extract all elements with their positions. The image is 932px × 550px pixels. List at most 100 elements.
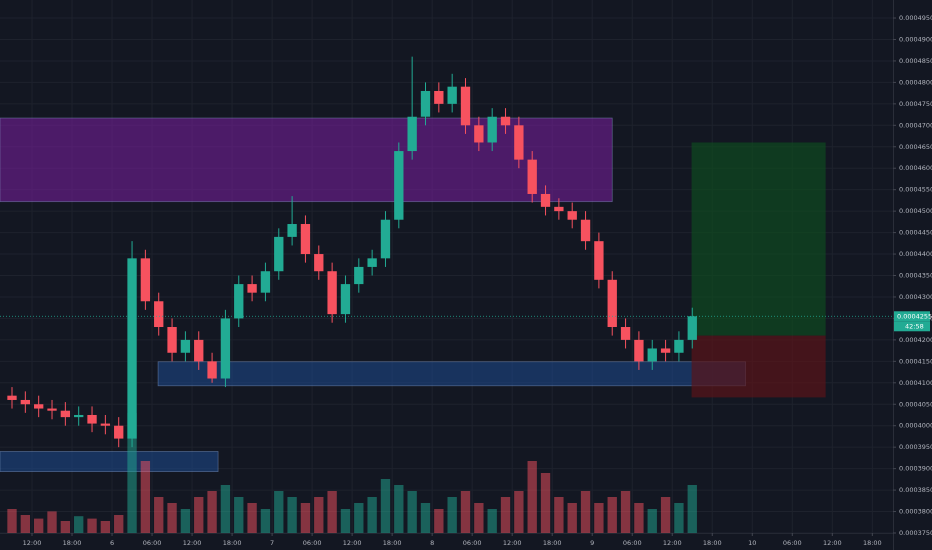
last-price-label: 0.0004255 <box>897 312 932 320</box>
volume-bar <box>7 509 17 533</box>
volume-bar <box>274 491 284 533</box>
candle-body <box>100 423 111 426</box>
volume-bar <box>474 503 484 533</box>
volume-bar <box>60 521 71 533</box>
x-tick-label: 06:00 <box>783 539 802 547</box>
last-price-box <box>894 311 930 322</box>
volume-bar <box>180 509 191 533</box>
candle-body <box>380 219 391 259</box>
x-tick-label: 06:00 <box>303 539 322 547</box>
volume-bar <box>527 461 537 533</box>
y-tick-label: 0.0004450 <box>899 229 932 237</box>
candle-body <box>647 348 657 362</box>
candle-body <box>207 361 217 379</box>
volume-bar <box>594 503 604 533</box>
volume-bar <box>674 503 684 533</box>
candle-body <box>447 86 457 104</box>
candle-body <box>60 410 71 418</box>
volume-bar <box>420 503 431 533</box>
x-tick-label: 06:00 <box>623 539 642 547</box>
volume-bar <box>500 497 511 533</box>
volume-bar <box>327 491 337 533</box>
volume-bar <box>460 491 471 533</box>
candle-body <box>127 258 137 439</box>
volume-bar <box>194 497 204 533</box>
volume-bar <box>287 497 297 533</box>
volume-bar <box>220 485 231 533</box>
y-tick-label: 0.0004050 <box>899 400 932 408</box>
y-tick-label: 0.0004500 <box>899 207 932 215</box>
volume-bar <box>647 509 657 533</box>
candle-body <box>140 258 151 302</box>
candle-body <box>407 116 417 152</box>
candle-body <box>47 408 57 411</box>
y-tick-label: 0.0004750 <box>899 100 932 108</box>
volume-bar <box>247 503 257 533</box>
y-tick-label: 0.0004100 <box>899 379 932 387</box>
candle-body <box>114 425 124 439</box>
y-tick-label: 0.0004700 <box>899 121 932 129</box>
countdown-box <box>894 321 930 332</box>
y-tick-label: 0.0003850 <box>899 486 932 494</box>
volume-bar <box>687 485 697 533</box>
candle-body <box>500 116 511 126</box>
candle-body <box>314 254 324 272</box>
candle-body <box>394 151 404 220</box>
y-tick-label: 0.0004650 <box>899 143 932 151</box>
candle-body <box>20 399 31 405</box>
x-tick-label: 12:00 <box>23 539 42 547</box>
candle-body <box>287 224 297 237</box>
candle-body <box>7 395 17 400</box>
candle-body <box>687 316 697 340</box>
volume-bar <box>407 491 417 533</box>
y-tick-label: 0.0004850 <box>899 57 932 65</box>
x-tick-label: 7 <box>270 539 274 547</box>
zone <box>691 142 826 336</box>
volume-bar <box>514 491 524 533</box>
countdown-label: 42:58 <box>905 322 924 330</box>
x-tick-label: 18:00 <box>863 539 882 547</box>
candle-body <box>434 90 444 104</box>
x-tick-label: 9 <box>590 539 594 547</box>
zone <box>0 117 613 203</box>
y-tick-label: 0.0004300 <box>899 293 932 301</box>
x-tick-label: 18:00 <box>223 539 242 547</box>
candle-body <box>634 339 644 362</box>
y-tick-label: 0.0004550 <box>899 186 932 194</box>
zone <box>0 451 219 472</box>
volume-bar <box>620 491 631 533</box>
y-tick-label: 0.0004150 <box>899 357 932 365</box>
x-tick-label: 12:00 <box>663 539 682 547</box>
volume-bar <box>380 479 391 533</box>
x-tick-label: 18:00 <box>63 539 82 547</box>
candle-body <box>567 211 577 220</box>
y-tick-label: 0.0003950 <box>899 443 932 451</box>
x-tick-label: 18:00 <box>543 539 562 547</box>
candle-body <box>367 258 377 267</box>
x-tick-label: 06:00 <box>143 539 162 547</box>
y-tick-label: 0.0004400 <box>899 250 932 258</box>
x-tick-label: 18:00 <box>703 539 722 547</box>
candle-body <box>540 193 551 207</box>
volume-bar <box>660 497 671 533</box>
y-tick-label: 0.0004200 <box>899 336 932 344</box>
candle-body <box>260 271 271 293</box>
candle-body <box>460 86 471 126</box>
volume-bar <box>207 491 217 533</box>
y-tick-label: 0.0004950 <box>899 14 932 22</box>
y-tick-label: 0.0003750 <box>899 529 932 537</box>
volume-bar <box>140 461 151 533</box>
y-tick-label: 0.0003900 <box>899 465 932 473</box>
volume-bar <box>34 518 44 533</box>
y-tick-label: 0.0004900 <box>899 35 932 43</box>
zone <box>157 361 746 387</box>
candle-body <box>594 241 604 280</box>
candle-body <box>354 266 364 285</box>
candle-body <box>327 271 337 315</box>
volume-bar <box>127 413 137 533</box>
candle-body <box>87 414 97 424</box>
volume-bar <box>487 509 497 533</box>
volume-bar <box>167 503 177 533</box>
volume-bar <box>567 503 577 533</box>
